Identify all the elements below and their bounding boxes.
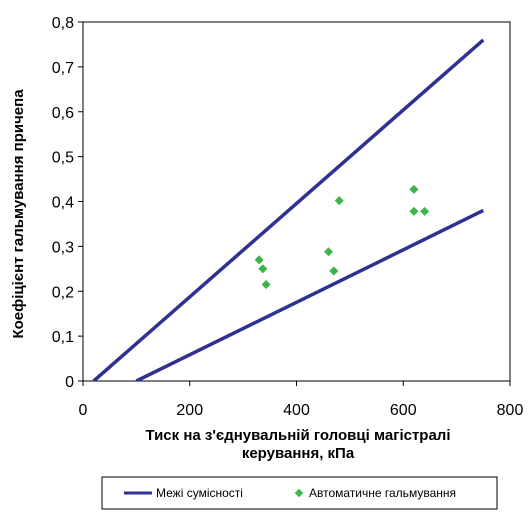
plot-area — [78, 21, 511, 386]
tick-labels: 0 0,1 0,2 0,3 0,4 0,5 0,6 0,7 0,8 0 200 400 600 800 — [52, 15, 524, 419]
data-layer — [92, 38, 485, 381]
x-tick-label: 600 — [390, 402, 417, 419]
x-tick-label: 200 — [176, 402, 203, 419]
data-point — [329, 266, 339, 276]
data-point — [254, 255, 264, 265]
compatibility-limit-line-1 — [92, 38, 485, 381]
y-tick-label: 0,2 — [52, 284, 74, 301]
y-tick-label: 0 — [65, 374, 74, 391]
y-tick-label: 0,7 — [52, 60, 74, 77]
compatibility-limit-line-2 — [135, 208, 485, 381]
legend-diamond-swatch — [294, 488, 304, 498]
legend-label-limits: Межі сумісності — [156, 486, 243, 500]
y-tick-label: 0,8 — [52, 15, 74, 32]
y-axis-label: Коефіцієнт гальмування причепа — [10, 89, 27, 339]
x-tick-label: 0 — [79, 402, 88, 419]
y-tick-label: 0,4 — [52, 195, 74, 212]
data-point — [409, 184, 419, 194]
y-tick-label: 0,1 — [52, 329, 74, 346]
y-tick-label: 0,3 — [52, 239, 74, 256]
legend: Межі сумісності Автоматичне гальмування — [101, 476, 498, 510]
data-point — [323, 247, 334, 257]
data-point — [261, 279, 271, 290]
data-point — [258, 264, 268, 274]
x-axis-label-line-2: керування, кПа — [242, 445, 355, 462]
x-tick-label: 800 — [497, 402, 524, 419]
x-tick-label: 400 — [283, 402, 310, 419]
y-tick-label: 0,5 — [52, 150, 74, 167]
x-axis-label-line-1: Тиск на з'єднувальній головці магістралі — [145, 427, 450, 444]
data-point — [409, 206, 419, 216]
y-tick-label: 0,6 — [52, 105, 74, 122]
legend-label-automatic: Автоматичне гальмування — [309, 486, 456, 500]
data-point — [334, 196, 344, 206]
data-point — [420, 206, 430, 216]
